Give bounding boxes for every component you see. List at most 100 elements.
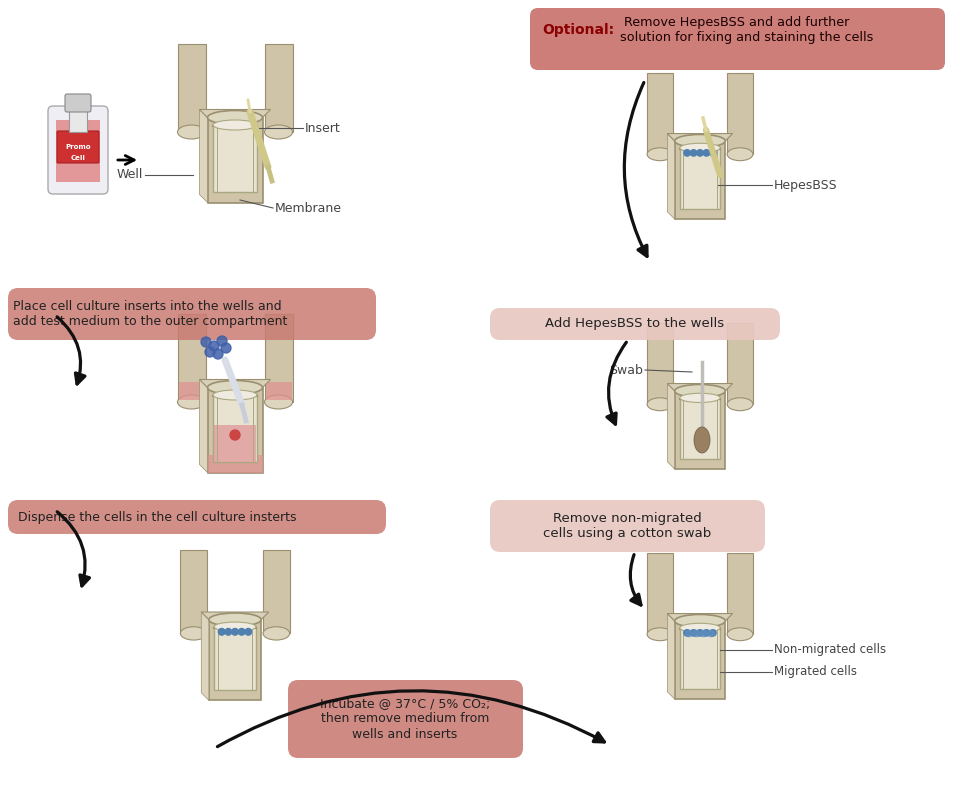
FancyBboxPatch shape (490, 500, 765, 552)
Bar (181, 550, 207, 633)
FancyBboxPatch shape (490, 308, 780, 340)
Circle shape (690, 629, 697, 636)
Circle shape (708, 630, 714, 637)
FancyBboxPatch shape (8, 500, 386, 534)
FancyBboxPatch shape (675, 621, 726, 699)
Circle shape (238, 629, 245, 635)
Bar (679, 627, 720, 689)
Ellipse shape (679, 394, 720, 403)
FancyBboxPatch shape (65, 94, 91, 112)
Text: Swab: Swab (609, 364, 643, 377)
Bar (679, 397, 720, 459)
Text: Remove HepesBSS and add further
solution for fixing and staining the cells: Remove HepesBSS and add further solution… (620, 16, 874, 44)
Bar (178, 314, 206, 402)
Polygon shape (667, 613, 732, 621)
Circle shape (232, 629, 238, 635)
FancyArrowPatch shape (607, 343, 627, 424)
Polygon shape (667, 134, 732, 141)
Bar (265, 382, 291, 400)
Bar (263, 550, 289, 633)
Circle shape (201, 337, 211, 347)
Text: Dispense the cells in the cell culture insterts: Dispense the cells in the cell culture i… (18, 510, 297, 523)
Bar (264, 314, 292, 402)
Ellipse shape (647, 147, 673, 160)
FancyBboxPatch shape (8, 288, 376, 340)
Text: Well: Well (116, 168, 143, 181)
FancyBboxPatch shape (208, 387, 262, 472)
Text: Remove non-migrated
cells using a cotton swab: Remove non-migrated cells using a cotton… (543, 512, 711, 540)
Bar (679, 147, 720, 210)
Text: Migrated cells: Migrated cells (774, 666, 857, 679)
FancyBboxPatch shape (48, 106, 108, 194)
FancyArrowPatch shape (630, 555, 641, 605)
Bar (727, 73, 752, 154)
Bar (647, 553, 673, 634)
Polygon shape (667, 613, 675, 699)
Ellipse shape (208, 381, 262, 394)
Circle shape (205, 347, 215, 357)
Polygon shape (667, 384, 675, 469)
Circle shape (697, 150, 703, 156)
Circle shape (709, 629, 716, 636)
Bar (214, 424, 256, 462)
Circle shape (690, 150, 697, 156)
FancyBboxPatch shape (675, 391, 726, 469)
Circle shape (209, 341, 219, 351)
Text: Incubate @ 37°C / 5% CO₂;
then remove medium from
wells and inserts: Incubate @ 37°C / 5% CO₂; then remove me… (320, 697, 490, 740)
Ellipse shape (178, 395, 206, 409)
FancyArrowPatch shape (625, 83, 647, 257)
Bar (214, 626, 256, 690)
Bar (56, 120, 100, 182)
FancyBboxPatch shape (209, 620, 261, 701)
Bar (647, 323, 673, 404)
Bar (647, 73, 673, 154)
Ellipse shape (263, 627, 289, 640)
FancyBboxPatch shape (208, 117, 262, 202)
Bar (727, 323, 752, 404)
Text: Optional:: Optional: (542, 23, 614, 37)
Polygon shape (200, 380, 208, 472)
Ellipse shape (264, 125, 292, 139)
Circle shape (693, 630, 700, 637)
Circle shape (701, 630, 707, 637)
Bar (208, 454, 262, 472)
Text: Place cell culture inserts into the wells and
add test medium to the outer compa: Place cell culture inserts into the well… (13, 300, 287, 328)
Polygon shape (201, 612, 269, 620)
Circle shape (225, 629, 232, 635)
Ellipse shape (208, 110, 262, 125)
Circle shape (221, 343, 231, 353)
Polygon shape (200, 109, 270, 117)
Ellipse shape (675, 615, 726, 627)
Polygon shape (201, 612, 209, 701)
Ellipse shape (727, 398, 752, 411)
Text: Promo: Promo (65, 144, 90, 150)
Text: Membrane: Membrane (275, 202, 342, 215)
Circle shape (684, 150, 690, 156)
Polygon shape (200, 380, 270, 387)
Bar (213, 394, 257, 462)
Polygon shape (667, 384, 732, 391)
Circle shape (218, 629, 225, 635)
Ellipse shape (178, 125, 206, 139)
Ellipse shape (727, 628, 752, 641)
Ellipse shape (264, 395, 292, 409)
Circle shape (213, 349, 223, 359)
Circle shape (230, 430, 240, 440)
FancyArrowPatch shape (57, 512, 89, 586)
FancyBboxPatch shape (530, 8, 945, 70)
Ellipse shape (647, 628, 673, 641)
Circle shape (245, 629, 252, 635)
Ellipse shape (679, 623, 720, 633)
Text: Insert: Insert (305, 122, 341, 134)
Ellipse shape (213, 390, 257, 400)
Circle shape (697, 629, 703, 636)
Ellipse shape (181, 627, 207, 640)
Polygon shape (667, 134, 675, 219)
Ellipse shape (675, 134, 726, 147)
Ellipse shape (213, 120, 257, 130)
Circle shape (684, 629, 690, 636)
FancyBboxPatch shape (288, 680, 523, 758)
Ellipse shape (727, 147, 752, 160)
Ellipse shape (694, 427, 710, 453)
Text: Add HepesBSS to the wells: Add HepesBSS to the wells (546, 318, 725, 330)
